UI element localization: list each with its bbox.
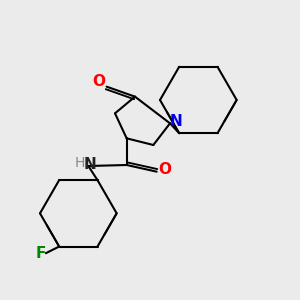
Text: O: O xyxy=(92,74,105,89)
Text: N: N xyxy=(169,114,182,129)
Text: O: O xyxy=(158,163,171,178)
Text: F: F xyxy=(36,246,46,261)
Text: H: H xyxy=(75,156,85,170)
Text: N: N xyxy=(84,157,96,172)
